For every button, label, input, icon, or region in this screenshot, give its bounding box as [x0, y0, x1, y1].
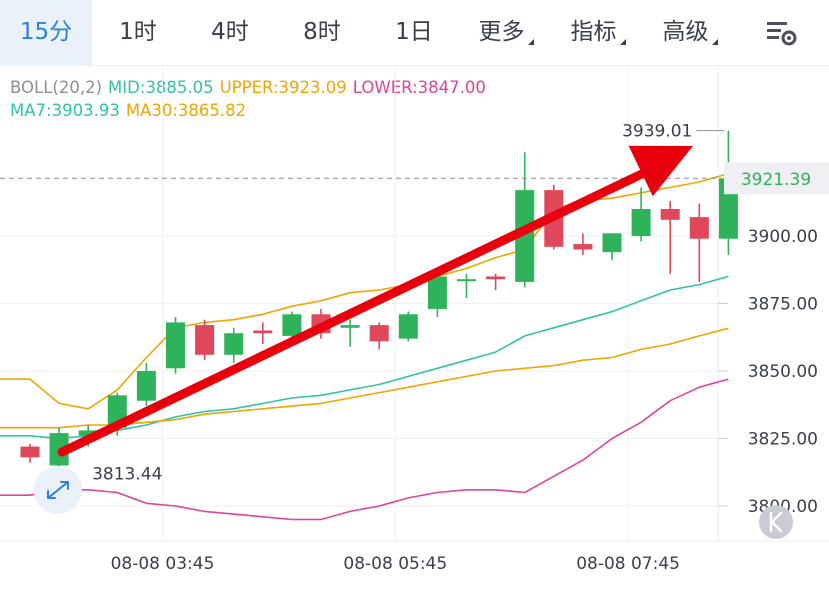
tab-label: 高级: [662, 19, 709, 45]
trend-arrow-head: [628, 145, 693, 197]
y-tick-label: 3850.00: [748, 362, 818, 382]
tab-label: 1日: [395, 19, 433, 45]
candle-body: [78, 430, 98, 436]
high-price-label: 3939.01: [622, 122, 692, 142]
collapse-icon-bg: [759, 505, 793, 539]
timeframe-tab-bar: 15分 1时 4时 8时 1日 更多 指标 高级: [0, 0, 829, 66]
legend-ma7: MA7:3903.93: [10, 101, 120, 120]
tab-1h[interactable]: 1时: [92, 0, 184, 65]
legend-lower: LOWER:3847.00: [352, 78, 486, 97]
legend-row-ma: MA7:3903.93 MA30:3865.82: [10, 101, 252, 120]
tab-8h[interactable]: 8时: [276, 0, 368, 65]
legend-boll-label: BOLL(20,2): [10, 78, 103, 97]
candle-body: [486, 276, 506, 280]
tab-indicators[interactable]: 指标: [552, 0, 644, 65]
candle-body: [166, 322, 185, 369]
candle-body: [340, 325, 360, 328]
series-line-mid: [0, 275, 729, 440]
legend-mid: MID:3885.05: [108, 78, 214, 97]
y-tick-label: 3825.00: [748, 430, 818, 450]
tab-label: 15分: [19, 19, 73, 45]
series-line-upper: [0, 172, 729, 410]
candle-body: [136, 371, 156, 401]
tab-label: 1时: [119, 19, 157, 45]
last-price-badge: [724, 162, 829, 195]
y-tick-label: 3875.00: [748, 295, 818, 315]
dropdown-caret-icon: [619, 39, 626, 45]
candle-body: [602, 233, 622, 253]
tab-label: 8时: [303, 19, 341, 45]
tab-label: 4时: [211, 19, 249, 45]
y-tick-label: 3900.00: [748, 227, 818, 247]
candle-body: [457, 279, 476, 282]
x-tick-label: 08-08 03:45: [111, 554, 215, 574]
series-line-lower: [0, 378, 729, 521]
tab-label: 更多: [478, 19, 525, 45]
legend-upper: UPPER:3923.09: [219, 78, 347, 97]
legend-ma30: MA30:3865.82: [125, 101, 247, 120]
candle-body: [253, 330, 273, 334]
tab-advanced[interactable]: 高级: [644, 0, 736, 65]
candle-body: [689, 217, 709, 239]
dropdown-caret-icon: [527, 39, 534, 45]
trend-arrow-shaft: [57, 165, 655, 457]
chart-settings-icon[interactable]: [764, 16, 798, 48]
collapse-icon-glyph: [769, 511, 783, 533]
x-tick-label: 08-08 05:45: [343, 554, 447, 574]
candle-body: [573, 244, 593, 250]
candle-body: [398, 314, 418, 339]
candle-body: [369, 325, 389, 342]
legend-row-boll: BOLL(20,2) MID:3885.05 UPPER:3923.09 LOWER:…: [10, 78, 492, 97]
low-price-label: 3813.44: [92, 465, 162, 485]
tab-1d[interactable]: 1日: [368, 0, 460, 65]
tab-more[interactable]: 更多: [460, 0, 552, 65]
candle-body: [282, 314, 302, 336]
candle-body: [660, 209, 680, 220]
expand-icon-glyph: [47, 481, 69, 499]
x-tick-label: 08-08 07:45: [576, 554, 680, 574]
tab-label: 指标: [570, 19, 617, 45]
last-price-label: 3921.39: [741, 170, 811, 190]
candle-body: [427, 276, 447, 309]
candle-body: [195, 325, 215, 355]
candle-body: [20, 446, 40, 458]
collapse-k-icon[interactable]: [759, 505, 793, 539]
expand-arrows-icon[interactable]: [34, 466, 82, 514]
candle-body: [515, 190, 535, 282]
tab-4h[interactable]: 4时: [184, 0, 276, 65]
tab-15min[interactable]: 15分: [0, 0, 92, 65]
candle-body: [631, 209, 651, 236]
candle-body: [224, 333, 244, 355]
dropdown-caret-icon: [711, 39, 718, 45]
